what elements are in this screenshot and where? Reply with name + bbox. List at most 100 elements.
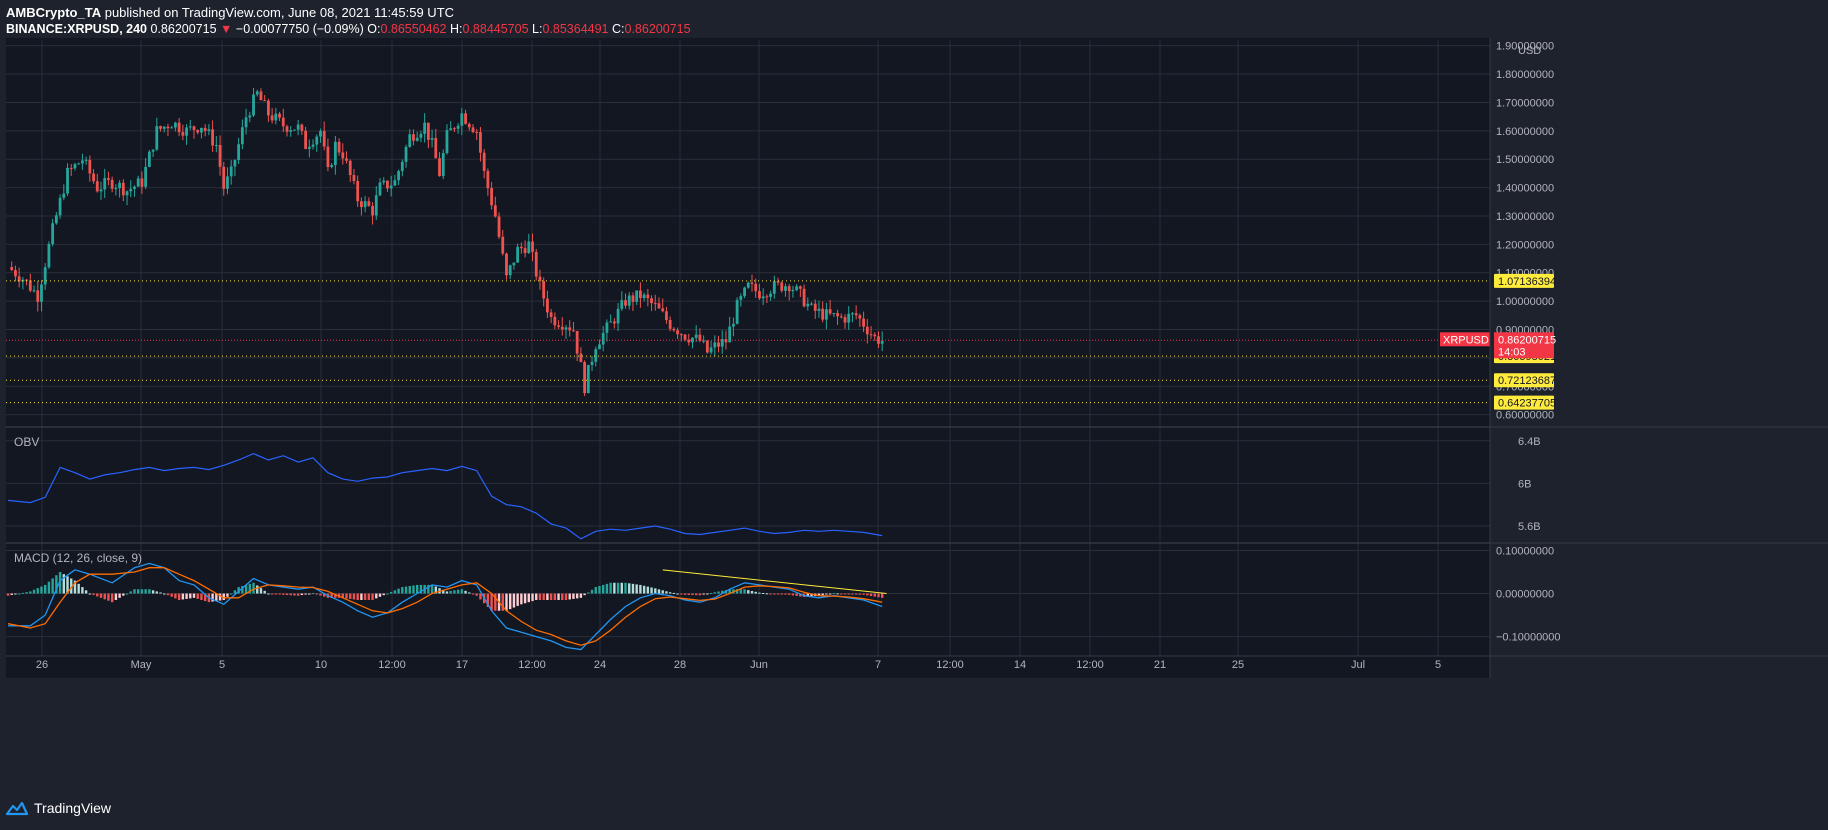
- candle-body: [54, 215, 58, 224]
- macd-histogram-bar: [442, 589, 445, 594]
- macd-histogram-bar: [137, 589, 140, 594]
- candle-body: [107, 178, 110, 180]
- macd-histogram-bar: [832, 593, 836, 595]
- candle-body: [854, 313, 858, 316]
- macd-histogram-bar: [780, 593, 783, 595]
- macd-histogram-bar: [642, 585, 646, 594]
- macd-histogram-bar: [828, 593, 832, 595]
- macd-histogram-bar: [84, 590, 88, 594]
- candle-body: [136, 178, 140, 187]
- x-tick-label: Jun: [750, 659, 768, 671]
- macd-histogram-bar: [628, 583, 631, 594]
- x-tick-label: 26: [36, 659, 48, 671]
- macd-histogram-bar: [490, 593, 493, 611]
- candle-body: [103, 178, 107, 190]
- macd-histogram-bar: [393, 590, 397, 594]
- macd-histogram-bar: [174, 593, 177, 599]
- macd-histogram-bar: [73, 580, 77, 594]
- candle-body: [177, 122, 181, 133]
- macd-histogram-bar: [587, 592, 590, 594]
- tradingview-brand[interactable]: TradingView: [34, 800, 112, 816]
- symbol-badge: [1440, 332, 1490, 347]
- macd-histogram-bar: [211, 593, 214, 602]
- candle-body: [594, 349, 598, 362]
- candle-body: [214, 145, 218, 147]
- macd-histogram-bar: [304, 593, 307, 595]
- x-tick-label: 25: [1232, 659, 1244, 671]
- candle-body: [668, 320, 672, 329]
- macd-histogram-bar: [311, 593, 315, 595]
- y-unit-label: USD: [1518, 45, 1541, 57]
- candle-body: [404, 146, 408, 162]
- candle-body: [133, 186, 136, 189]
- candle-body: [512, 262, 516, 266]
- macd-histogram-bar: [404, 586, 408, 594]
- candle-body: [672, 328, 676, 331]
- macd-histogram-bar: [270, 593, 274, 595]
- macd-histogram-bar: [821, 593, 824, 596]
- candle-body: [222, 166, 226, 189]
- candle-body: [32, 290, 36, 292]
- macd-title: MACD (12, 26, close, 9): [14, 551, 142, 565]
- y-tick-label: 1.60000000: [1496, 126, 1554, 138]
- candle-body: [92, 173, 95, 182]
- macd-histogram-bar: [252, 582, 255, 594]
- candle-body: [538, 276, 542, 282]
- macd-histogram-bar: [568, 593, 571, 600]
- candle-body: [419, 133, 423, 138]
- macd-histogram-bar: [453, 590, 456, 594]
- macd-histogram-bar: [654, 588, 657, 594]
- macd-histogram-bar: [363, 593, 367, 600]
- macd-histogram-bar: [192, 593, 196, 598]
- candle-body: [81, 160, 84, 164]
- macd-histogram-bar: [840, 593, 843, 595]
- macd-histogram-bar: [620, 582, 623, 594]
- candle-body: [720, 339, 724, 347]
- macd-histogram-bar: [267, 593, 270, 595]
- macd-histogram-bar: [47, 581, 51, 594]
- macd-histogram-bar: [397, 588, 400, 594]
- macd-histogram-bar: [665, 591, 668, 594]
- macd-histogram-bar: [375, 593, 378, 599]
- candle-body: [728, 326, 732, 343]
- candle-body: [575, 330, 579, 354]
- macd-histogram-bar: [583, 593, 586, 596]
- candle-body: [192, 126, 196, 130]
- macd-histogram-bar: [672, 592, 676, 594]
- y-tick-label: 1.90000000: [1496, 41, 1554, 53]
- x-tick-label: 12:00: [518, 659, 546, 671]
- macd-tick-label: −0.10000000: [1496, 632, 1561, 644]
- candle-body: [665, 311, 668, 321]
- author-name[interactable]: AMBCrypto_TA: [6, 5, 102, 20]
- x-tick-label: 5: [219, 659, 225, 671]
- candle-body: [724, 339, 728, 343]
- candle-body: [255, 91, 259, 95]
- macd-histogram-bar: [352, 593, 356, 600]
- x-tick-label: 17: [456, 659, 468, 671]
- macd-histogram-bar: [315, 593, 318, 595]
- macd-pane: [6, 544, 1490, 656]
- level-badge: [1494, 273, 1554, 288]
- macd-histogram-bar: [215, 593, 218, 602]
- macd-histogram-bar: [96, 593, 99, 597]
- macd-histogram-bar: [371, 593, 374, 600]
- symbol-label: BINANCE:XRPUSD, 240: [6, 22, 148, 36]
- level-badge: [1494, 373, 1554, 388]
- y-tick-label: 1.00000000: [1496, 296, 1554, 308]
- candle-body: [162, 126, 166, 129]
- macd-histogram-bar: [750, 590, 754, 594]
- candle-body: [66, 167, 69, 194]
- candle-body: [397, 171, 400, 181]
- obv-title: OBV: [14, 435, 39, 449]
- candle-body: [274, 113, 278, 121]
- candle-body: [542, 281, 546, 299]
- candle-body: [378, 182, 382, 196]
- macd-histogram-bar: [367, 593, 371, 600]
- level-badge: [1494, 395, 1554, 410]
- macd-histogram-bar: [501, 593, 504, 611]
- candle-body: [51, 223, 55, 245]
- candle-body: [653, 303, 657, 305]
- candle-body: [828, 309, 832, 314]
- tradingview-logo-icon: [6, 801, 28, 816]
